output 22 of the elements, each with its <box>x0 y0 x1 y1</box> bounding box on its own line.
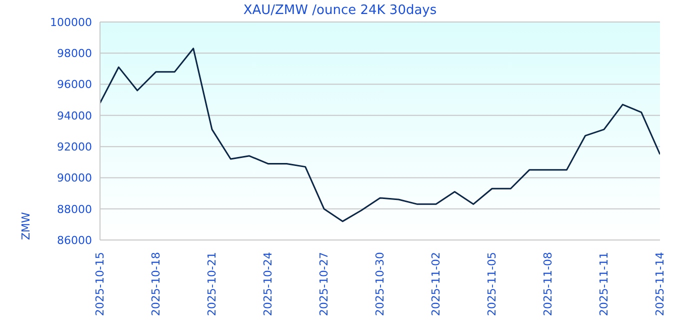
x-tick-label: 2025-10-15 <box>94 252 106 316</box>
x-tick-label: 2025-10-27 <box>318 252 330 316</box>
x-tick-label: 2025-11-14 <box>654 252 666 316</box>
x-tick-label: 2025-10-18 <box>150 252 162 316</box>
x-tick-label: 2025-11-02 <box>430 252 442 316</box>
x-tick-label: 2025-11-05 <box>486 252 498 316</box>
x-tick-label: 2025-10-24 <box>262 252 274 316</box>
y-tick-label: 94000 <box>57 109 92 122</box>
y-tick-label: 88000 <box>57 202 92 216</box>
x-tick-label: 2025-10-21 <box>206 252 218 316</box>
x-tick-label: 2025-10-30 <box>374 252 386 316</box>
y-tick-label: 100000 <box>50 16 92 29</box>
y-tick-label: 96000 <box>57 78 92 92</box>
y-tick-label: 98000 <box>57 47 92 60</box>
y-axis-title: ZMW <box>20 212 32 240</box>
x-tick-label: 2025-11-08 <box>542 252 554 316</box>
y-tick-label: 92000 <box>57 140 92 154</box>
y-tick-label: 86000 <box>57 234 92 247</box>
chart-title: XAU/ZMW /ounce 24K 30days <box>243 3 437 18</box>
y-tick-label: 90000 <box>57 172 92 185</box>
x-tick-label: 2025-11-11 <box>598 252 610 316</box>
line-series <box>100 48 660 222</box>
